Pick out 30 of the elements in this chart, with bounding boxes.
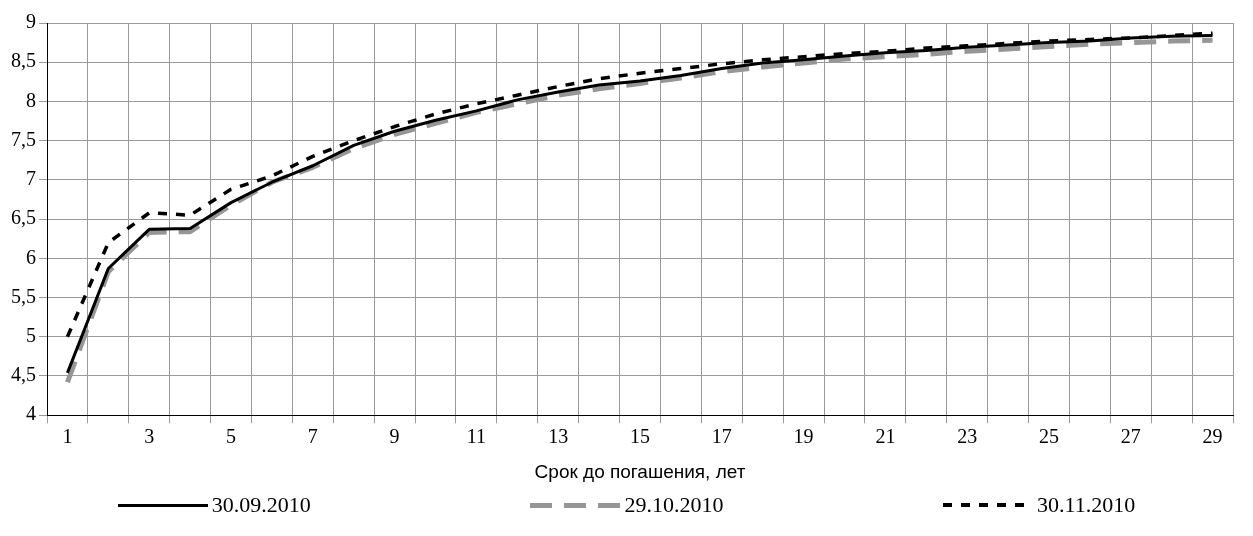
y-tick-label: 5,5 — [11, 284, 36, 307]
legend-label: 30.11.2010 — [1036, 492, 1136, 518]
x-tick-label: 19 — [793, 425, 814, 448]
x-tick-label: 5 — [226, 425, 237, 448]
x-tick-label: 27 — [1120, 425, 1141, 448]
y-tick-label: 6,5 — [11, 206, 36, 229]
legend-label: 29.10.2010 — [624, 492, 724, 518]
x-tick-label: 29 — [1202, 425, 1223, 448]
x-tick-label: 9 — [389, 425, 400, 448]
x-tick-label: 21 — [875, 425, 896, 448]
x-tick-label: 11 — [466, 425, 487, 448]
x-tick-label: 3 — [144, 425, 155, 448]
x-tick-label: 15 — [630, 425, 650, 448]
x-tick-label: 7 — [307, 425, 318, 448]
y-tick-label: 4 — [26, 402, 36, 425]
y-tick-label: 5 — [26, 324, 36, 347]
x-tick-label: 13 — [548, 425, 569, 448]
y-tick-label: 4,5 — [11, 363, 36, 386]
x-tick-label: 17 — [711, 425, 732, 448]
y-tick-label: 8 — [26, 88, 36, 111]
y-tick-label: 7 — [26, 167, 36, 190]
x-tick-label: 23 — [957, 425, 978, 448]
x-tick-label: 1 — [62, 425, 73, 448]
y-tick-label: 6 — [26, 245, 36, 268]
y-tick-label: 8,5 — [11, 49, 36, 72]
y-tick-label: 7,5 — [11, 127, 36, 150]
y-tick-label: 9 — [26, 10, 36, 33]
x-tick-label: 25 — [1038, 425, 1059, 448]
x-axis-title: Срок до погашения, лет — [534, 460, 746, 482]
legend-label: 30.09.2010 — [211, 492, 311, 518]
